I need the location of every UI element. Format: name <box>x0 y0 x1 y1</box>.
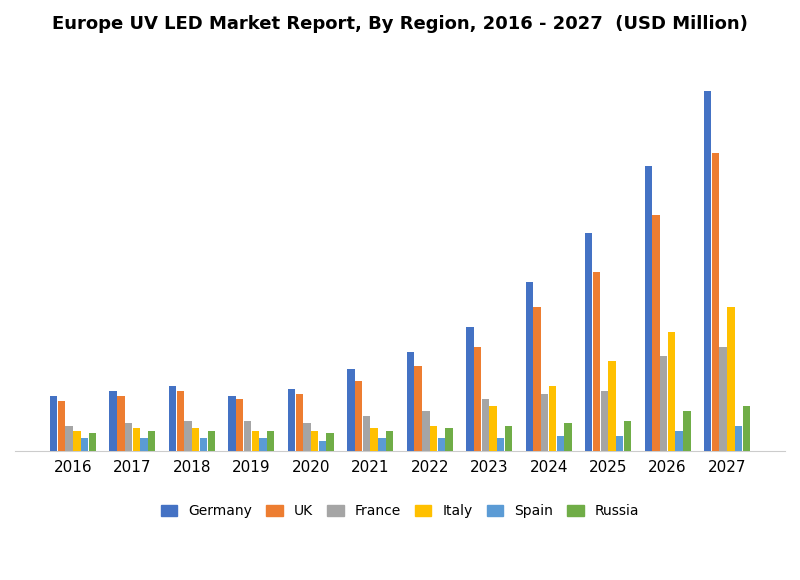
Bar <box>616 436 623 451</box>
Bar <box>742 406 750 451</box>
Bar <box>652 215 660 451</box>
Bar <box>251 431 259 451</box>
Bar <box>593 272 600 451</box>
Bar <box>735 426 742 451</box>
Bar <box>645 165 652 451</box>
Legend: Germany, UK, France, Italy, Spain, Russia: Germany, UK, France, Italy, Spain, Russi… <box>154 497 646 525</box>
Bar <box>117 396 125 451</box>
Bar <box>624 421 631 451</box>
Bar <box>125 423 132 451</box>
Bar <box>608 361 616 451</box>
Bar <box>474 347 482 451</box>
Bar <box>505 426 512 451</box>
Bar <box>259 438 266 451</box>
Bar <box>446 429 453 451</box>
Bar <box>370 429 378 451</box>
Bar <box>347 369 354 451</box>
Bar <box>422 411 430 451</box>
Bar <box>482 398 489 451</box>
Bar <box>557 436 564 451</box>
Bar <box>169 386 176 451</box>
Bar <box>207 431 215 451</box>
Bar <box>541 394 549 451</box>
Bar <box>326 433 334 451</box>
Bar <box>244 421 251 451</box>
Bar <box>585 233 593 451</box>
Bar <box>406 351 414 451</box>
Bar <box>110 391 117 451</box>
Bar <box>601 391 608 451</box>
Bar <box>89 433 96 451</box>
Bar <box>712 153 719 451</box>
Bar <box>362 416 370 451</box>
Bar <box>386 431 394 451</box>
Bar <box>192 429 199 451</box>
Bar <box>236 398 243 451</box>
Bar <box>490 406 497 451</box>
Bar <box>378 438 386 451</box>
Bar <box>288 389 295 451</box>
Title: Europe UV LED Market Report, By Region, 2016 - 2027  (USD Million): Europe UV LED Market Report, By Region, … <box>52 15 748 33</box>
Bar <box>683 411 690 451</box>
Bar <box>438 438 445 451</box>
Bar <box>414 367 422 451</box>
Bar <box>526 282 533 451</box>
Bar <box>66 426 73 451</box>
Bar <box>177 391 184 451</box>
Bar <box>267 431 274 451</box>
Bar <box>228 396 236 451</box>
Bar <box>466 327 474 451</box>
Bar <box>81 438 88 451</box>
Bar <box>140 438 148 451</box>
Bar <box>660 357 667 451</box>
Bar <box>675 431 683 451</box>
Bar <box>184 421 192 451</box>
Bar <box>318 441 326 451</box>
Bar <box>430 426 438 451</box>
Bar <box>58 401 65 451</box>
Bar <box>73 431 81 451</box>
Bar <box>497 438 505 451</box>
Bar <box>133 429 140 451</box>
Bar <box>534 307 541 451</box>
Bar <box>295 394 303 451</box>
Bar <box>355 381 362 451</box>
Bar <box>303 423 310 451</box>
Bar <box>727 307 734 451</box>
Bar <box>564 423 572 451</box>
Bar <box>719 347 727 451</box>
Bar <box>668 332 675 451</box>
Bar <box>311 431 318 451</box>
Bar <box>50 396 58 451</box>
Bar <box>704 91 711 451</box>
Bar <box>148 431 155 451</box>
Bar <box>549 386 556 451</box>
Bar <box>200 438 207 451</box>
